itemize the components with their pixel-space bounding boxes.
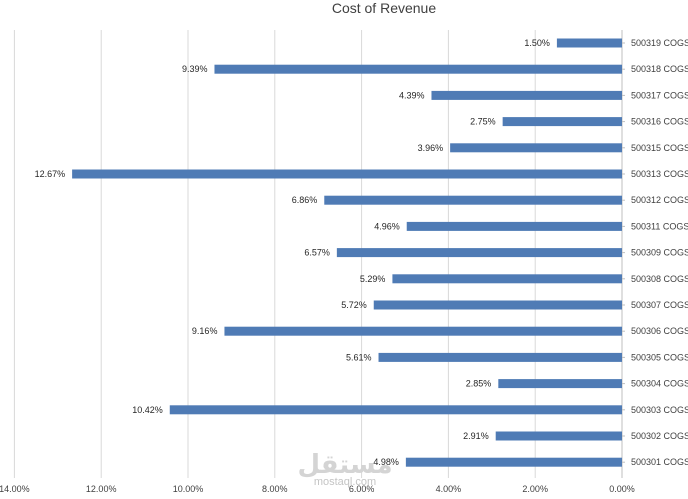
bar (498, 379, 622, 389)
bar (336, 248, 622, 258)
bar-data-label: 6.57% (304, 248, 330, 258)
watermark-arabic-text: مستقل (297, 450, 392, 480)
bar (373, 300, 622, 310)
bar-data-label: 9.39% (182, 64, 208, 74)
bar-data-label: 5.29% (360, 274, 386, 284)
category-label: 500305 COGS (631, 352, 688, 362)
bar (556, 38, 622, 48)
bar-data-label: 5.72% (341, 300, 367, 310)
bar (169, 405, 622, 415)
bar (405, 457, 622, 467)
x-tick-label: 10.00% (173, 484, 204, 494)
bar-data-label: 12.67% (35, 169, 66, 179)
bar-data-label: 2.75% (470, 117, 496, 127)
category-label: 500316 COGS (631, 117, 688, 127)
x-tick-label: 12.00% (86, 484, 117, 494)
bar (392, 274, 622, 284)
category-label: 500309 COGS (631, 248, 688, 258)
category-label: 500301 COGS (631, 457, 688, 467)
category-label: 500304 COGS (631, 379, 688, 389)
bar-data-label: 2.91% (463, 431, 489, 441)
bar (495, 431, 622, 441)
bar-series (72, 38, 622, 467)
category-label: 500302 COGS (631, 431, 688, 441)
watermark: مستقل mostaql.com (297, 450, 392, 488)
x-axis-ticks: 14.00% 12.00% 10.00% 8.00% 6.00% 4.00% 2.00% 0.… (0, 484, 635, 494)
category-label: 500315 COGS (631, 143, 688, 153)
bar (214, 64, 622, 74)
bar-data-label: 4.96% (374, 221, 400, 231)
bar-data-label: 9.16% (192, 326, 218, 336)
bar-data-label: 1.50% (524, 38, 550, 48)
bar-data-label: 4.98% (373, 457, 399, 467)
category-label: 500317 COGS (631, 90, 688, 100)
category-labels: 500319 COGS 500318 COGS 500317 COGS 500316 … (622, 38, 688, 467)
bar (324, 195, 622, 205)
x-tick-label: 8.00% (262, 484, 288, 494)
category-label: 500318 COGS (631, 64, 688, 74)
x-tick-label: 2.00% (522, 484, 548, 494)
category-label: 500319 COGS (631, 38, 688, 48)
bar (378, 352, 622, 362)
category-label: 500307 COGS (631, 300, 688, 310)
bar-data-label: 5.61% (346, 352, 372, 362)
x-tick-label: 4.00% (436, 484, 462, 494)
category-label: 500311 COGS (631, 221, 688, 231)
bar-data-label: 2.85% (466, 379, 492, 389)
bar-data-label: 10.42% (132, 405, 163, 415)
bar (502, 117, 622, 127)
bar (72, 169, 622, 179)
bar-data-label: 6.86% (292, 195, 318, 205)
x-tick-label: 6.00% (349, 484, 375, 494)
bar-data-label: 4.39% (399, 90, 425, 100)
category-label: 500303 COGS (631, 405, 688, 415)
bar-data-label: 3.96% (418, 143, 444, 153)
bar (450, 143, 622, 153)
watermark-latin-text: mostaql.com (314, 476, 376, 488)
category-label: 500308 COGS (631, 274, 688, 284)
data-labels: 1.50% 9.39% 4.39% 2.75% 3.96% 12.67% 6.86% 4.96… (35, 38, 550, 467)
bar (431, 90, 622, 100)
bar (406, 221, 622, 231)
category-label: 500313 COGS (631, 169, 688, 179)
bar (224, 326, 622, 336)
chart-title: Cost of Revenue (332, 0, 436, 16)
x-tick-label: 0.00% (609, 484, 635, 494)
category-label: 500312 COGS (631, 195, 688, 205)
category-label: 500306 COGS (631, 326, 688, 336)
x-tick-label: 14.00% (0, 484, 30, 494)
